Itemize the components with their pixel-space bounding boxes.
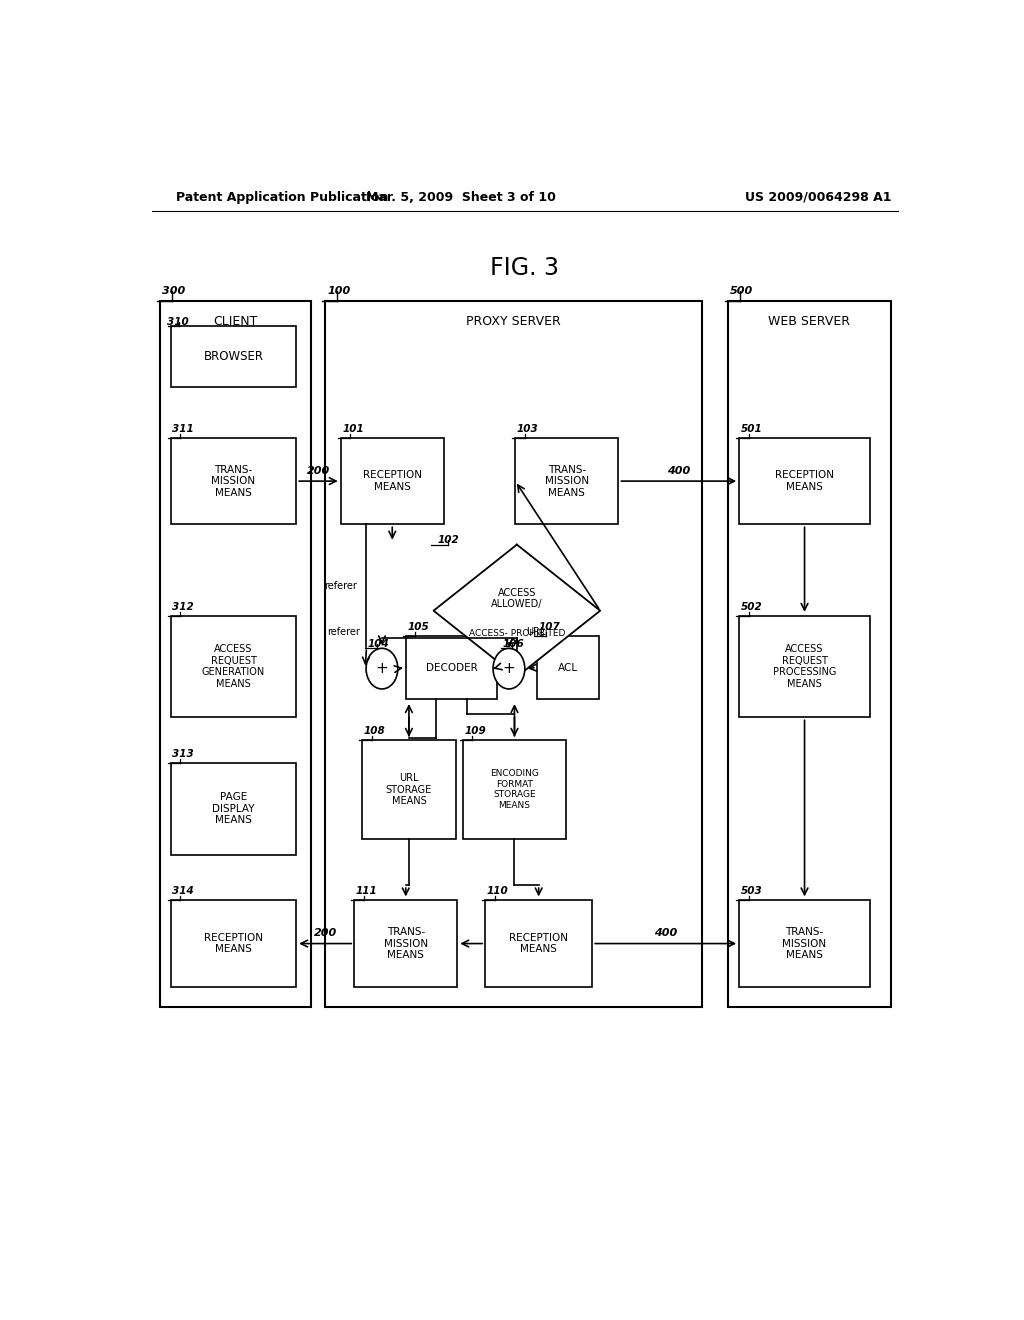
Text: 101: 101 [342, 424, 364, 434]
Text: TRANS-
MISSION
MEANS: TRANS- MISSION MEANS [212, 465, 256, 498]
Text: 109: 109 [465, 726, 486, 735]
FancyBboxPatch shape [406, 636, 497, 700]
Text: PAGE
DISPLAY
MEANS: PAGE DISPLAY MEANS [212, 792, 255, 825]
Text: 100: 100 [328, 285, 350, 296]
FancyBboxPatch shape [171, 900, 296, 987]
FancyBboxPatch shape [341, 438, 443, 524]
Text: 110: 110 [486, 886, 509, 896]
Text: URL: URL [526, 627, 546, 638]
Text: WEB SERVER: WEB SERVER [768, 314, 850, 327]
Circle shape [367, 648, 397, 689]
Text: 102: 102 [437, 535, 459, 545]
Text: RECEPTION
MEANS: RECEPTION MEANS [204, 933, 263, 954]
Text: 103: 103 [517, 424, 539, 434]
Text: ACL: ACL [558, 663, 578, 673]
Text: ACCESS
ALLOWED/: ACCESS ALLOWED/ [492, 587, 543, 610]
FancyBboxPatch shape [171, 615, 296, 718]
Text: TRANS-
MISSION
MEANS: TRANS- MISSION MEANS [545, 465, 589, 498]
Text: +: + [503, 661, 515, 676]
FancyBboxPatch shape [728, 301, 891, 1007]
Text: US 2009/0064298 A1: US 2009/0064298 A1 [745, 190, 892, 203]
Text: TRANS-
MISSION
MEANS: TRANS- MISSION MEANS [782, 927, 826, 960]
Text: CLIENT: CLIENT [213, 314, 257, 327]
Text: 400: 400 [654, 928, 677, 939]
Text: 300: 300 [162, 285, 185, 296]
Text: ACCESS
REQUEST
GENERATION
MEANS: ACCESS REQUEST GENERATION MEANS [202, 644, 265, 689]
FancyBboxPatch shape [537, 636, 599, 700]
Text: 312: 312 [172, 602, 195, 611]
Text: DECODER: DECODER [426, 663, 477, 673]
Text: 313: 313 [172, 748, 195, 759]
Text: 200: 200 [313, 928, 337, 939]
Text: referer: referer [327, 627, 359, 638]
Text: BROWSER: BROWSER [204, 350, 263, 363]
Text: 108: 108 [364, 726, 385, 735]
FancyBboxPatch shape [739, 900, 870, 987]
Text: 106: 106 [503, 639, 524, 649]
Text: ACCESS
REQUEST
PROCESSING
MEANS: ACCESS REQUEST PROCESSING MEANS [773, 644, 837, 689]
Text: ACCESS- PROHIBITED: ACCESS- PROHIBITED [469, 628, 565, 638]
Text: referer: referer [324, 581, 357, 591]
Text: RECEPTION
MEANS: RECEPTION MEANS [775, 470, 834, 492]
FancyBboxPatch shape [739, 615, 870, 718]
FancyBboxPatch shape [171, 438, 296, 524]
Text: RECEPTION
MEANS: RECEPTION MEANS [509, 933, 568, 954]
Text: 104: 104 [368, 639, 389, 649]
Text: 200: 200 [307, 466, 330, 477]
Text: TRANS-
MISSION
MEANS: TRANS- MISSION MEANS [384, 927, 428, 960]
FancyBboxPatch shape [485, 900, 592, 987]
Text: URL
STORAGE
MEANS: URL STORAGE MEANS [386, 774, 432, 807]
Text: +: + [376, 661, 388, 676]
Text: ENCODING
FORMAT
STORAGE
MEANS: ENCODING FORMAT STORAGE MEANS [490, 770, 539, 809]
Text: FIG. 3: FIG. 3 [490, 256, 559, 280]
Text: Mar. 5, 2009  Sheet 3 of 10: Mar. 5, 2009 Sheet 3 of 10 [367, 190, 556, 203]
Text: 314: 314 [172, 886, 195, 896]
Text: Patent Application Publication: Patent Application Publication [176, 190, 388, 203]
Text: 500: 500 [730, 285, 754, 296]
Text: 400: 400 [667, 466, 690, 477]
FancyBboxPatch shape [171, 326, 296, 387]
FancyBboxPatch shape [160, 301, 310, 1007]
Circle shape [494, 648, 524, 689]
Text: RECEPTION
MEANS: RECEPTION MEANS [362, 470, 422, 492]
Text: 111: 111 [355, 886, 378, 896]
FancyBboxPatch shape [739, 438, 870, 524]
Polygon shape [433, 545, 600, 677]
FancyBboxPatch shape [515, 438, 618, 524]
FancyBboxPatch shape [362, 739, 456, 840]
Text: 502: 502 [740, 602, 763, 611]
Text: 503: 503 [740, 886, 763, 896]
FancyBboxPatch shape [325, 301, 701, 1007]
FancyBboxPatch shape [171, 763, 296, 854]
FancyBboxPatch shape [463, 739, 566, 840]
Text: 105: 105 [408, 622, 429, 632]
Text: 107: 107 [539, 622, 560, 632]
FancyBboxPatch shape [354, 900, 458, 987]
Text: PROXY SERVER: PROXY SERVER [466, 314, 561, 327]
Text: 310: 310 [167, 317, 188, 327]
Text: 501: 501 [740, 424, 763, 434]
Text: 311: 311 [172, 424, 195, 434]
